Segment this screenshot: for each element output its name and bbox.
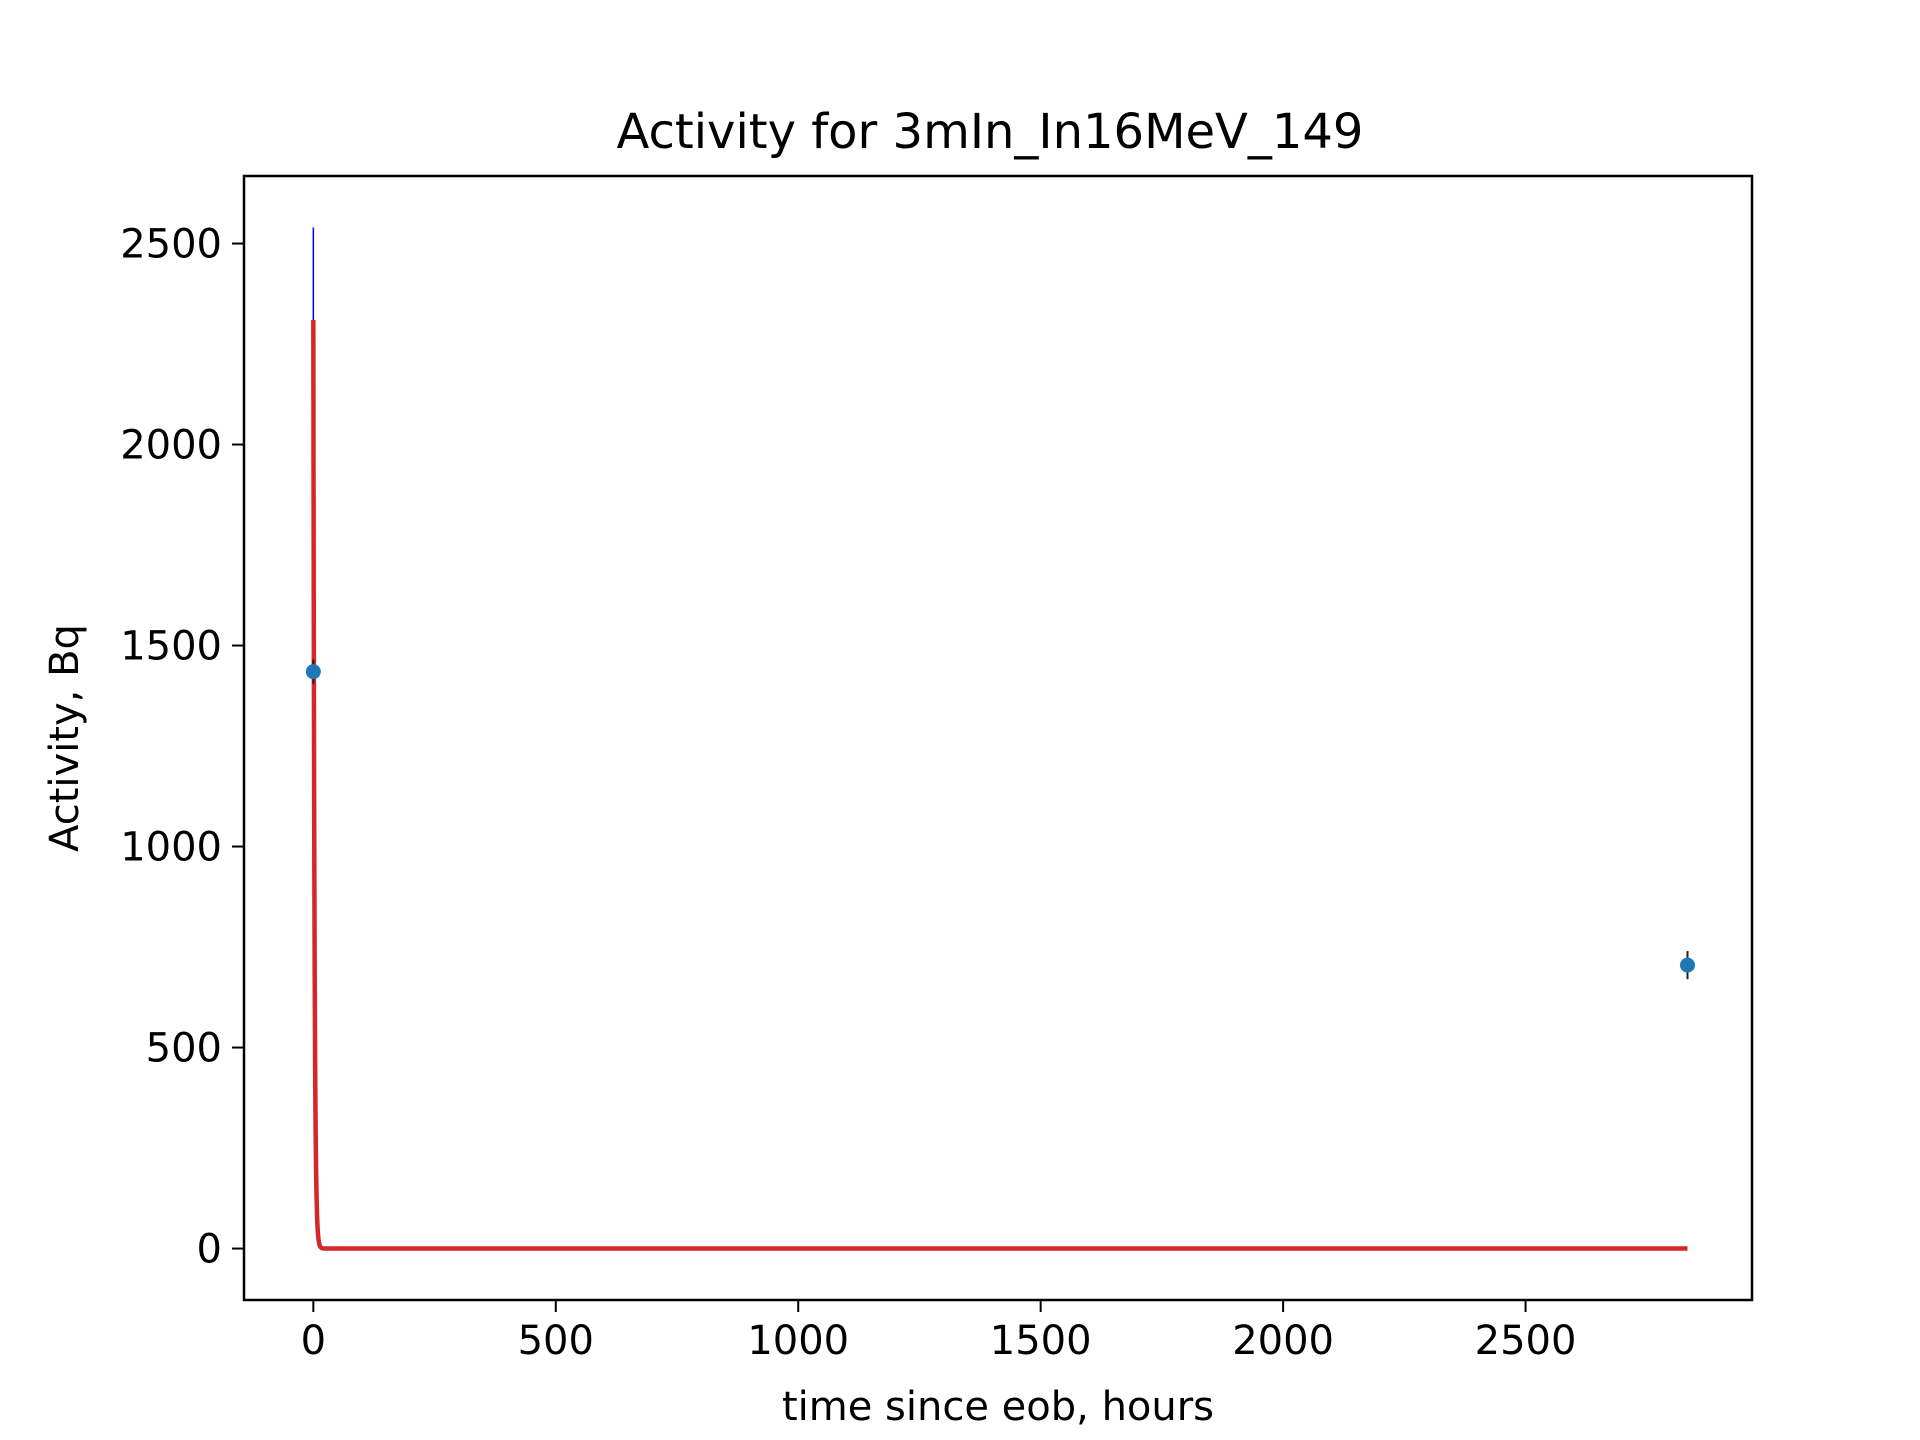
y-tick-label-1500: 1500 <box>120 624 222 670</box>
y-tick-label-0: 0 <box>197 1227 222 1273</box>
fit-curve <box>311 317 1688 1251</box>
x-tick-label-1000: 1000 <box>747 1318 849 1364</box>
x-axis-label: time since eob, hours <box>782 1384 1214 1430</box>
plot-frame <box>242 174 1754 1302</box>
data-point-1 <box>1680 957 1696 973</box>
y-tick-label-2000: 2000 <box>120 423 222 469</box>
y-axis-label: Activity, Bq <box>42 624 88 852</box>
x-tick-label-1500: 1500 <box>990 1318 1092 1364</box>
x-tick-label-2000: 2000 <box>1232 1318 1334 1364</box>
x-tick-label-0: 0 <box>301 1318 326 1364</box>
y-tick-label-1000: 1000 <box>120 825 222 871</box>
data-point-0 <box>305 664 321 680</box>
plot-area <box>305 227 1696 1251</box>
y-tick-label-2500: 2500 <box>120 222 222 268</box>
plot-content <box>305 227 1696 1251</box>
chart-title: Activity for 3mIn_In16MeV_149 <box>617 104 1364 160</box>
x-tick-label-2500: 2500 <box>1475 1318 1577 1364</box>
x-tick-label-500: 500 <box>518 1318 594 1364</box>
y-tick-label-500: 500 <box>146 1026 222 1072</box>
axis-ticks: 0 500 1000 1500 2000 2500 0 500 1000 1500 2000 2500 <box>120 222 1576 1364</box>
